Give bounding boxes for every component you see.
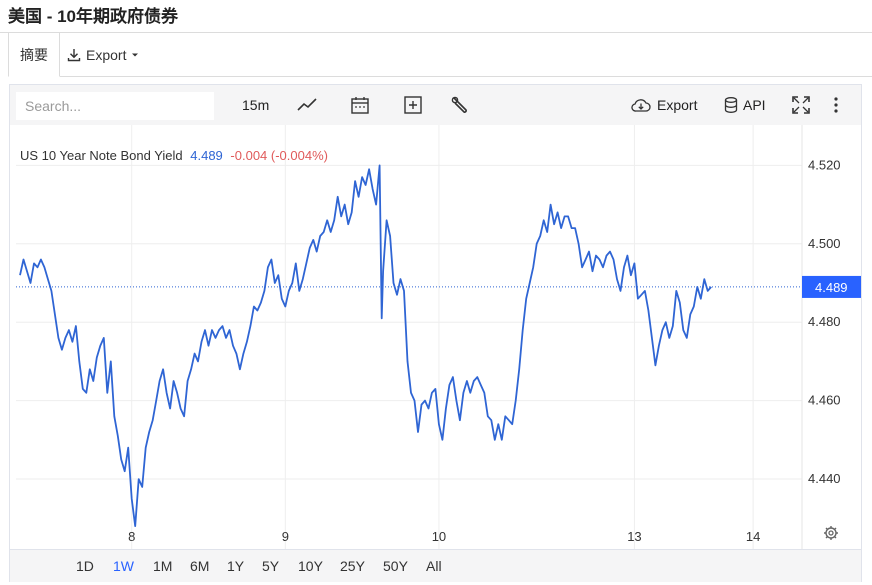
x-tick-label: 13: [627, 529, 641, 544]
api-button[interactable]: API: [724, 92, 766, 118]
last-price-label: 4.489: [815, 280, 848, 295]
range-button-5y[interactable]: 5Y: [262, 558, 280, 574]
more-vertical-icon: [834, 97, 838, 113]
y-tick-label: 4.460: [808, 393, 841, 408]
range-bar: 1D 1W 1M 6M 1Y 5Y 10Y 25Y 50Y All: [10, 549, 861, 582]
y-tick-label: 4.520: [808, 157, 841, 172]
api-label: API: [743, 97, 766, 113]
symbol-search-input[interactable]: [16, 92, 214, 120]
download-icon: [67, 49, 81, 62]
plus-square-icon: [404, 96, 422, 114]
range-button-10y[interactable]: 10Y: [298, 558, 323, 574]
page-title: 美国 - 10年期政府债券: [8, 7, 179, 26]
compare-button[interactable]: [403, 92, 423, 118]
calendar-icon: [351, 97, 369, 114]
price-chart[interactable]: 4.440 4.460 4.480 4.500 4.520 8 9 10 13 14 4.489…: [10, 125, 864, 562]
x-tick-label: 9: [282, 529, 289, 544]
tab-export-label: Export: [86, 47, 127, 63]
gear-icon: [824, 526, 838, 540]
range-button-1m[interactable]: 1M: [153, 558, 173, 574]
y-tick-label: 4.440: [808, 471, 841, 486]
price-axis: 4.440 4.460 4.480 4.500 4.520: [808, 157, 841, 486]
range-button-25y[interactable]: 25Y: [340, 558, 365, 574]
range-button-1d[interactable]: 1D: [76, 558, 94, 574]
title-divider: [0, 32, 872, 33]
fullscreen-button[interactable]: [791, 92, 811, 118]
caret-down-icon: [132, 53, 139, 57]
chart-legend: US 10 Year Note Bond Yield 4.489 -0.004 …: [20, 148, 328, 163]
date-range-button[interactable]: [350, 92, 370, 118]
database-icon: [724, 97, 738, 113]
x-tick-label: 8: [128, 529, 135, 544]
grid-lines: [16, 125, 802, 561]
export-label: Export: [657, 97, 698, 113]
wrench-icon: [451, 96, 467, 113]
y-tick-label: 4.480: [808, 314, 841, 329]
more-menu-button[interactable]: [832, 92, 840, 118]
last-price-label-bg: [802, 275, 864, 298]
chart-settings-button[interactable]: [824, 526, 838, 540]
legend-change: -0.004 (-0.004%): [230, 148, 328, 163]
range-button-1y[interactable]: 1Y: [227, 558, 245, 574]
tab-bar: 摘要 Export: [8, 33, 872, 77]
x-tick-label: 14: [746, 529, 760, 544]
range-button-1w[interactable]: 1W: [113, 558, 134, 574]
range-button-all[interactable]: All: [426, 558, 442, 574]
chart-area[interactable]: 4.440 4.460 4.480 4.500 4.520 8 9 10 13 14 4.489…: [10, 125, 864, 562]
fullscreen-icon: [792, 96, 810, 114]
tab-summary[interactable]: 摘要: [8, 33, 60, 77]
legend-value: 4.489: [190, 148, 223, 163]
y-tick-label: 4.500: [808, 236, 841, 251]
time-axis: 8 9 10 13 14: [128, 529, 760, 544]
series-line: [19, 164, 712, 527]
cloud-download-icon: [631, 99, 651, 112]
chart-widget: 15m: [9, 84, 864, 582]
chart-type-button[interactable]: [296, 92, 318, 118]
interval-button[interactable]: 15m: [242, 97, 270, 113]
range-button-50y[interactable]: 50Y: [383, 558, 408, 574]
chart-toolbar: 15m: [10, 85, 861, 125]
range-button-6m[interactable]: 6M: [190, 558, 210, 574]
x-tick-label: 10: [432, 529, 446, 544]
tab-export[interactable]: Export: [66, 33, 140, 77]
settings-tool-button[interactable]: [450, 92, 470, 118]
legend-symbol: US 10 Year Note Bond Yield: [20, 148, 183, 163]
line-chart-icon: [297, 98, 317, 111]
export-button[interactable]: Export: [630, 92, 697, 118]
